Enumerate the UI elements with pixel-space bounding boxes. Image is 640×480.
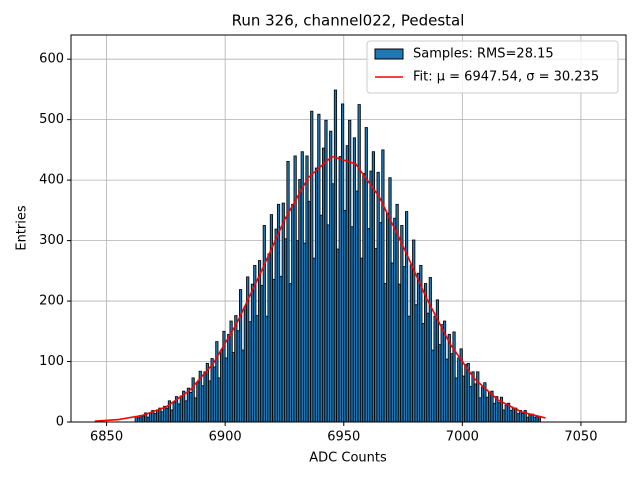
- x-tick-label: 7000: [446, 430, 479, 445]
- x-tick-label: 6950: [327, 430, 360, 445]
- chart-title: Run 326, channel022, Pedestal: [232, 12, 465, 30]
- legend-swatch: [374, 48, 404, 60]
- fit-line: [94, 155, 546, 422]
- legend: Samples: RMS=28.15 Fit: μ = 6947.54, σ = …: [366, 40, 619, 94]
- y-axis-label: Entries: [15, 205, 30, 251]
- y-tick-label: 600: [39, 52, 64, 67]
- y-tick-label: 0: [56, 415, 64, 430]
- y-tick-label: 300: [39, 233, 64, 248]
- legend-label: Fit: μ = 6947.54, σ = 30.235: [413, 70, 599, 85]
- y-tick-label: 400: [39, 173, 64, 188]
- y-tick-label: 200: [39, 294, 64, 309]
- x-tick-label: 6900: [209, 430, 242, 445]
- legend-label: Samples: RMS=28.15: [413, 47, 554, 62]
- legend-box: [366, 40, 619, 94]
- y-tick-label: 100: [39, 354, 64, 369]
- y-tick-label: 500: [39, 112, 64, 127]
- x-tick-label: 6850: [90, 430, 123, 445]
- plot-frame: [70, 34, 627, 423]
- x-axis-label: ADC Counts: [309, 451, 387, 466]
- x-tick-label: 7050: [564, 430, 597, 445]
